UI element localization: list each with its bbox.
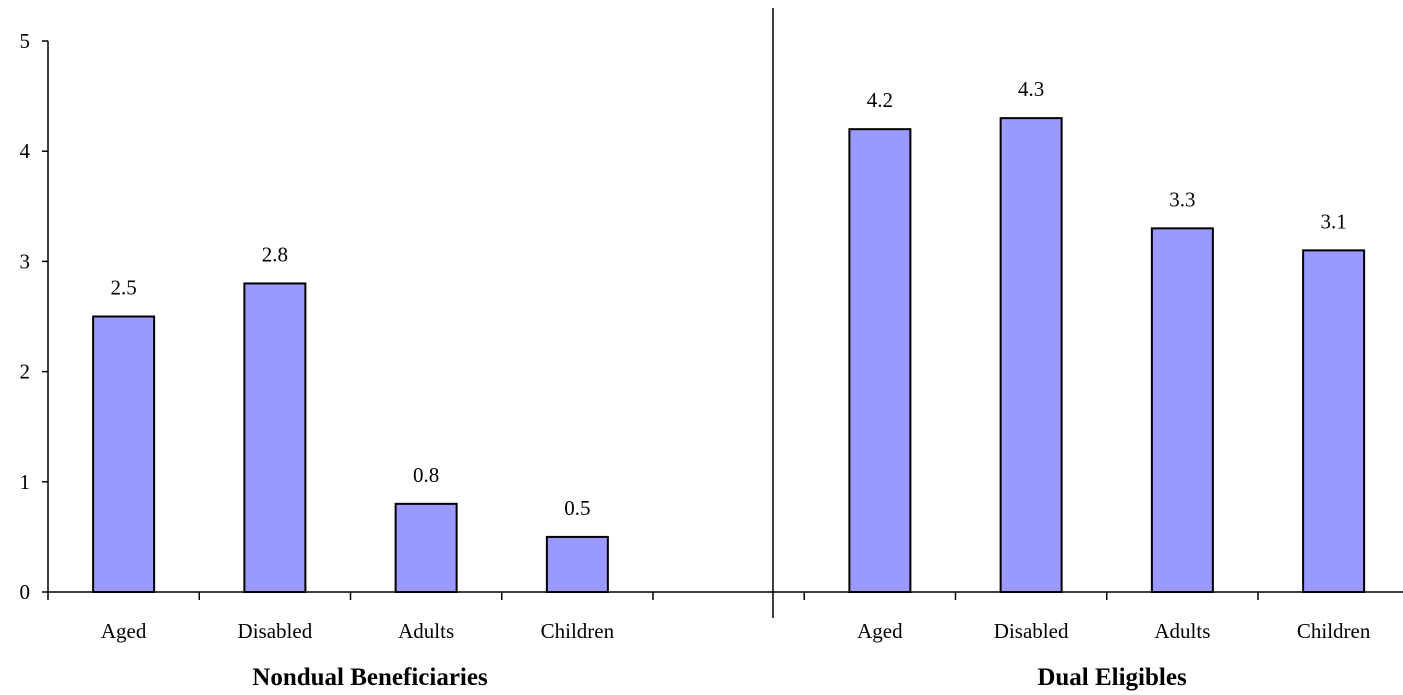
data-label: 3.1 [1321, 209, 1347, 233]
bar-dual-aged [848, 128, 912, 593]
x-ticks [47, 592, 1259, 600]
y-tick-label: 3 [20, 249, 31, 273]
x-tick-label: Children [1297, 619, 1371, 643]
x-tick-label: Adults [398, 619, 454, 643]
x-tick-label: Aged [857, 619, 903, 643]
y-tick-label: 1 [20, 470, 31, 494]
y-tick-label: 2 [20, 360, 31, 384]
bar-nondual-disabled [243, 282, 307, 593]
bar-dual-adults [1150, 227, 1214, 593]
bar-nondual-adults [394, 502, 458, 593]
bar-dual-children [1302, 249, 1366, 593]
bar-dual-disabled [999, 117, 1063, 593]
data-label: 3.3 [1169, 187, 1195, 211]
labels: 2.5 Aged 2.8 Disabled 0.8 Adults 0.5 Children No… [101, 77, 1371, 691]
data-label: 4.3 [1018, 77, 1044, 101]
data-label: 2.8 [262, 242, 288, 266]
data-label: 2.5 [111, 276, 137, 300]
y-tick-label: 5 [20, 29, 31, 53]
x-tick-label: Children [541, 619, 615, 643]
data-label: 0.5 [564, 496, 590, 520]
data-label: 0.8 [413, 463, 439, 487]
y-ticks: 0 1 2 3 4 5 [20, 29, 48, 604]
group-label: Nondual Beneficiaries [252, 664, 488, 691]
y-tick-label: 4 [20, 139, 31, 163]
bar-nondual-children [545, 535, 609, 594]
x-tick-label: Disabled [994, 619, 1069, 643]
bars [92, 117, 1366, 594]
data-label: 4.2 [867, 88, 893, 112]
group-label: Dual Eligibles [1037, 664, 1187, 691]
x-tick-label: Disabled [238, 619, 313, 643]
bar-nondual-aged [92, 315, 156, 593]
y-tick-label: 0 [20, 580, 31, 604]
x-tick-label: Aged [101, 619, 147, 643]
x-tick-label: Adults [1154, 619, 1210, 643]
